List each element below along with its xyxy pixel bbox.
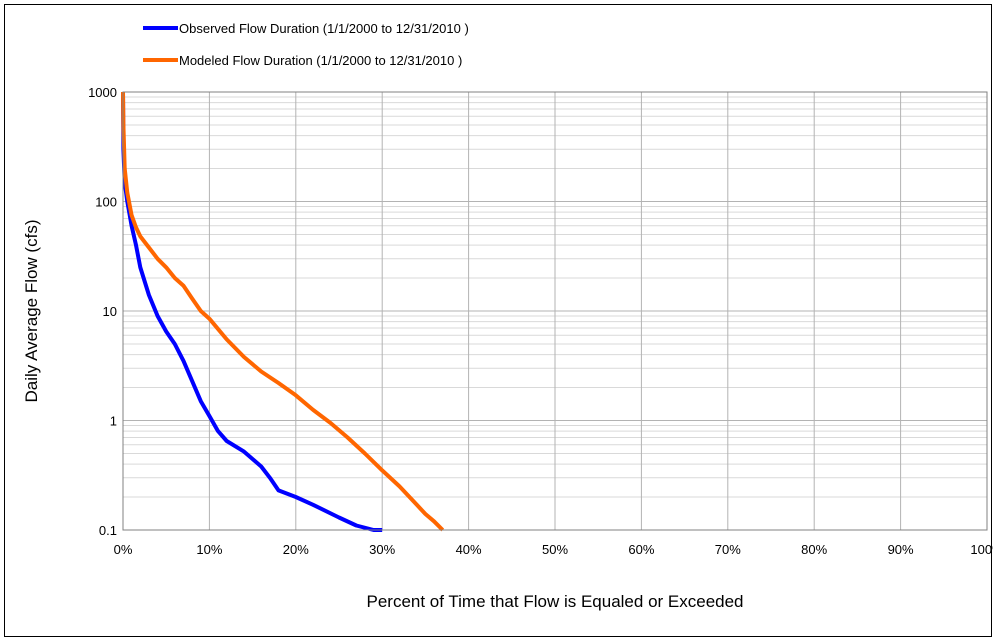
y-tick-label: 1000 [88,85,117,100]
x-axis-tick-labels: 0% 10% 20% 30% 40% 50% 60% 70% 80% 90% 100% [114,542,993,557]
y-tick-label: 100 [95,195,117,210]
series-layer [121,91,445,532]
series-line-modeled [121,91,445,532]
x-tick-label: 10% [196,542,222,557]
y-tick-label: 10 [103,304,117,319]
legend-label-observed: Observed Flow Duration (1/1/2000 to 12/3… [179,21,469,36]
x-tick-label: 20% [283,542,309,557]
x-axis-title: Percent of Time that Flow is Equaled or … [366,592,743,611]
chart-frame: 0% 10% 20% 30% 40% 50% 60% 70% 80% 90% 100% 0.1 1 10… [4,4,993,637]
x-tick-label: 100% [970,542,993,557]
x-tick-label: 30% [369,542,395,557]
x-tick-label: 80% [801,542,827,557]
plot-border [122,91,988,531]
x-tick-label: 70% [715,542,741,557]
x-tick-label: 0% [114,542,133,557]
y-tick-label: 0.1 [99,523,117,538]
legend: Observed Flow Duration (1/1/2000 to 12/3… [143,21,469,68]
y-tick-label: 1 [110,414,117,429]
x-tick-label: 50% [542,542,568,557]
legend-label-modeled: Modeled Flow Duration (1/1/2000 to 12/31… [179,53,462,68]
flow-duration-chart: 0% 10% 20% 30% 40% 50% 60% 70% 80% 90% 100% 0.1 1 10… [22,21,993,611]
x-tick-label: 90% [888,542,914,557]
y-axis-tick-labels: 0.1 1 10 100 1000 [88,85,117,538]
series-line-observed [121,91,383,532]
y-axis-title: Daily Average Flow (cfs) [22,220,41,403]
x-tick-label: 40% [456,542,482,557]
x-tick-label: 60% [628,542,654,557]
